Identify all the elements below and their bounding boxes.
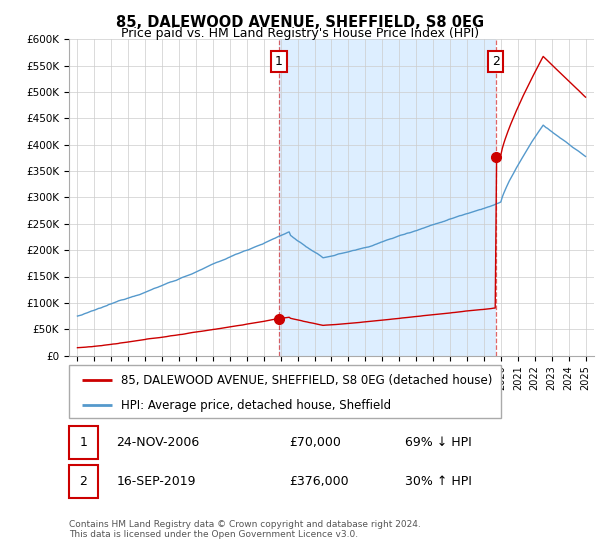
Text: HPI: Average price, detached house, Sheffield: HPI: Average price, detached house, Shef… <box>121 399 391 412</box>
Text: Contains HM Land Registry data © Crown copyright and database right 2024.
This d: Contains HM Land Registry data © Crown c… <box>69 520 421 539</box>
Text: 1: 1 <box>275 55 283 68</box>
Text: 2: 2 <box>492 55 500 68</box>
Text: 30% ↑ HPI: 30% ↑ HPI <box>405 475 472 488</box>
Text: 1: 1 <box>79 436 88 449</box>
Text: £376,000: £376,000 <box>290 475 349 488</box>
Text: 85, DALEWOOD AVENUE, SHEFFIELD, S8 0EG (detached house): 85, DALEWOOD AVENUE, SHEFFIELD, S8 0EG (… <box>121 374 492 386</box>
Text: Price paid vs. HM Land Registry's House Price Index (HPI): Price paid vs. HM Land Registry's House … <box>121 27 479 40</box>
Text: 24-NOV-2006: 24-NOV-2006 <box>116 436 199 449</box>
Text: 69% ↓ HPI: 69% ↓ HPI <box>405 436 472 449</box>
Text: 85, DALEWOOD AVENUE, SHEFFIELD, S8 0EG: 85, DALEWOOD AVENUE, SHEFFIELD, S8 0EG <box>116 15 484 30</box>
Text: 2: 2 <box>79 475 88 488</box>
Bar <box>279 39 496 356</box>
Text: £70,000: £70,000 <box>290 436 341 449</box>
Bar <box>69 465 98 498</box>
Text: 16-SEP-2019: 16-SEP-2019 <box>116 475 196 488</box>
Bar <box>69 426 98 459</box>
